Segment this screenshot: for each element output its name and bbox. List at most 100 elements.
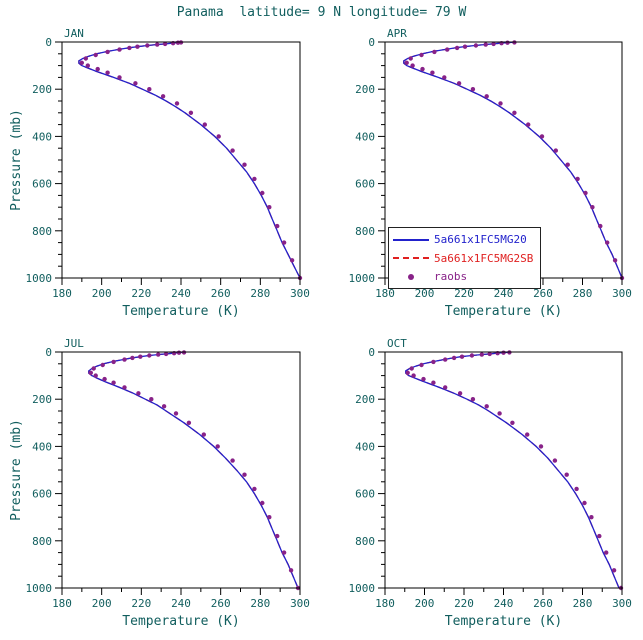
raobs-dot: [445, 47, 450, 52]
raobs-dot: [552, 458, 558, 463]
x-tick-label: 280: [573, 287, 593, 300]
x-tick-label: 180: [52, 597, 72, 610]
raobs-dot: [505, 40, 510, 45]
raobs-dot: [443, 357, 448, 362]
raobs-dot: [202, 122, 207, 127]
raobs-dot: [156, 352, 161, 357]
raobs-dot: [122, 357, 127, 362]
x-tick-label: 220: [454, 287, 474, 300]
x-tick-label: 220: [454, 597, 474, 610]
raobs-dot: [538, 444, 544, 449]
raobs-dot: [419, 52, 424, 58]
raobs-dot: [575, 176, 580, 182]
raobs-dot: [526, 122, 531, 127]
raobs-dot: [430, 70, 435, 75]
raobs-dot: [149, 397, 154, 402]
y-tick-label: 200: [32, 83, 52, 96]
raobs-dot: [443, 385, 448, 390]
y-tick-label: 0: [45, 36, 52, 49]
raobs-dot: [442, 75, 447, 80]
raobs-dot: [91, 366, 96, 371]
x-tick-label: 180: [52, 287, 72, 300]
y-tick-label: 400: [32, 130, 52, 143]
y-tick-label: 1000: [349, 272, 376, 285]
raobs-dot: [454, 45, 460, 51]
legend-label-model2: 5a661x1FC5MG2SB: [434, 251, 534, 265]
raobs-dot: [512, 110, 517, 116]
plot-box: [384, 351, 623, 589]
raobs-dot: [281, 550, 287, 555]
raobs-dot: [147, 87, 152, 92]
raobs-dot: [411, 373, 416, 378]
raobs-dot: [267, 515, 272, 520]
raobs-dot: [491, 41, 496, 47]
raobs-dot: [155, 42, 160, 47]
raobs-dot: [88, 370, 94, 375]
x-tick-label: 260: [211, 287, 231, 300]
x-tick-label: 280: [250, 597, 270, 610]
x-tick-label: 260: [533, 597, 553, 610]
raobs-dot: [111, 359, 116, 365]
raobs-dot: [242, 162, 247, 167]
x-axis-title: Temperature (K): [445, 304, 562, 319]
raobs-dot: [136, 391, 141, 396]
raobs-dot: [479, 352, 484, 357]
raobs-dot: [260, 190, 265, 196]
y-tick-label: 600: [355, 488, 375, 501]
series-line-5a661x1FC5MG20: [403, 41, 623, 279]
raobs-dot: [105, 70, 110, 75]
x-tick-label: 180: [375, 287, 395, 300]
solid-line-swatch: [393, 238, 429, 241]
series-line-5a661x1FC5MG20: [78, 41, 301, 279]
x-tick-label: 180: [375, 597, 395, 610]
raobs-dot: [483, 42, 488, 47]
raobs-dot: [457, 391, 463, 396]
raobs-dot: [105, 49, 110, 55]
raobs-dot: [431, 359, 436, 365]
x-axis-title: Temperature (K): [445, 614, 562, 629]
raobs-dot: [242, 472, 247, 477]
x-tick-label: 220: [131, 287, 151, 300]
raobs-dot: [176, 350, 182, 355]
raobs-dot: [420, 66, 425, 72]
x-tick-label: 280: [250, 287, 270, 300]
y-tick-label: 400: [355, 440, 375, 453]
x-tick-label: 220: [131, 597, 151, 610]
raobs-dot: [462, 44, 468, 49]
raobs-dot: [281, 240, 287, 245]
y-tick-label: 400: [32, 440, 52, 453]
raobs-dot: [484, 404, 489, 409]
x-tick-label: 240: [171, 287, 191, 300]
raobs-dot: [604, 550, 609, 555]
raobs-dot: [473, 43, 479, 48]
plot-box: [61, 351, 301, 589]
raobs-dot: [431, 380, 436, 385]
raobs-dot: [583, 190, 588, 196]
y-tick-label: 1000: [349, 582, 376, 595]
y-tick-label: 1000: [26, 582, 53, 595]
series-line-5a661x1FC5MG20: [405, 351, 620, 589]
raobs-dot: [85, 63, 91, 68]
raobs-dot: [215, 444, 220, 449]
x-tick-label: 240: [494, 597, 514, 610]
raobs-dot: [611, 568, 617, 573]
raobs-dot: [100, 362, 105, 368]
y-tick-label: 600: [32, 488, 52, 501]
panel-month-label: JUL: [64, 337, 84, 350]
raobs-dot: [93, 373, 98, 378]
raobs-dot: [267, 205, 272, 210]
raobs-dot: [275, 533, 280, 539]
y-tick-label: 0: [368, 346, 375, 359]
raobs-dot: [122, 385, 127, 390]
raobs-dot: [612, 258, 618, 263]
raobs-dot: [135, 44, 140, 49]
y-tick-label: 200: [32, 393, 52, 406]
raobs-dot: [497, 411, 502, 416]
raobs-dot: [83, 56, 89, 61]
raobs-dot: [408, 56, 413, 61]
legend-item-model2: 5a661x1FC5MG2SB: [393, 249, 536, 267]
raobs-dot: [130, 355, 135, 361]
raobs-dot: [470, 397, 476, 402]
x-tick-label: 240: [171, 597, 191, 610]
